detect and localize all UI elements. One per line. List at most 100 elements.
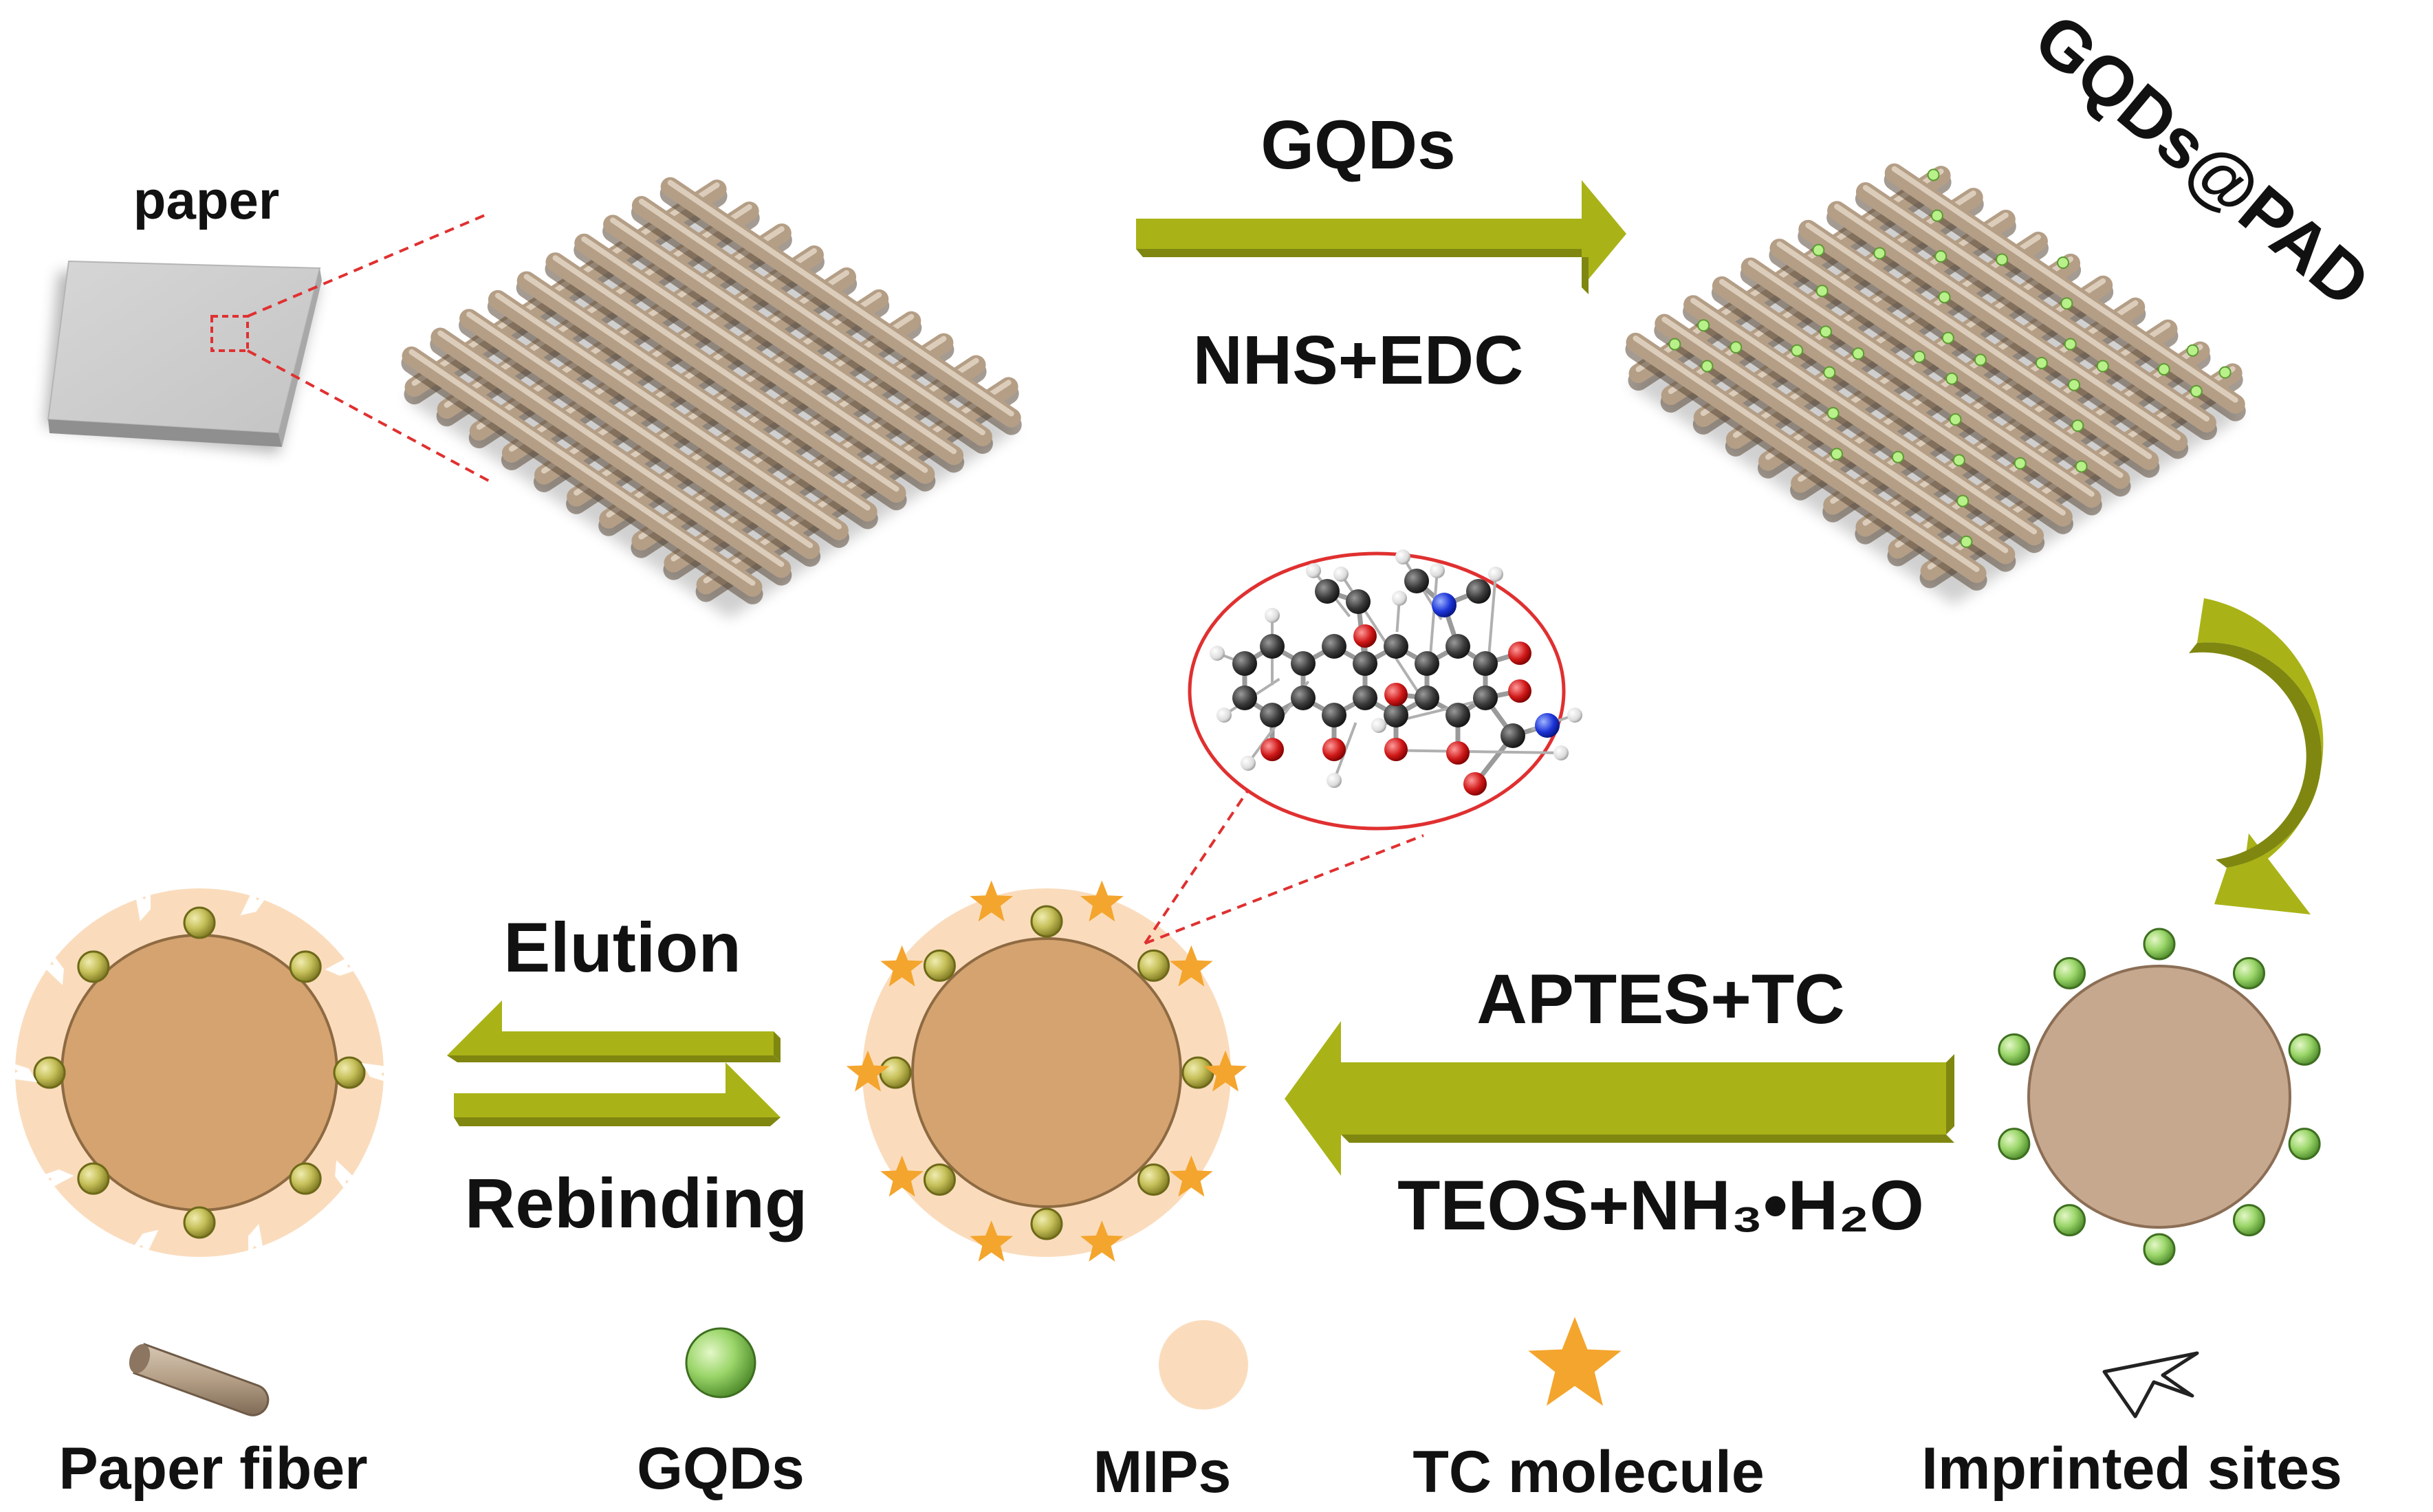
gqd-sphere [289, 1162, 322, 1195]
gqd-dot [1891, 450, 1904, 463]
eluted-mip-particle [7, 886, 392, 1260]
gqds-pad-mesh [1625, 163, 2246, 605]
molecule-zoom-line-b [1144, 834, 1424, 945]
star-icon [1528, 1317, 1622, 1406]
fiber-column [1655, 314, 2016, 565]
curved-arrow [2189, 598, 2324, 914]
aptes-tc-label: APTES+TC [1476, 960, 1845, 1038]
gqd-sphere [289, 950, 322, 983]
fiber-column [1798, 219, 2159, 470]
gqd-dot [2096, 360, 2109, 373]
paper-label: paper [133, 170, 279, 230]
oxygen-atom [1446, 741, 1470, 765]
imprinted-site [40, 950, 64, 985]
molecule-h-bond [1428, 570, 1439, 660]
fiber-column [516, 271, 877, 522]
molecule-h-bond [1401, 749, 1562, 754]
gqd-dot [2186, 344, 2199, 357]
carbon-atom [1353, 686, 1377, 710]
gqd-sphere [333, 1056, 366, 1089]
fiber-column-highlight [494, 292, 842, 529]
oxygen-atom [1322, 738, 1346, 761]
carbon-atom [1260, 703, 1285, 727]
fiber-column [430, 327, 792, 578]
gqd-dot [2075, 460, 2088, 473]
gqd-dot [1701, 360, 1714, 373]
gqd-sphere [1181, 1056, 1214, 1089]
hydrogen-atom [1333, 567, 1349, 582]
gqd-sphere [1137, 1163, 1170, 1196]
paper-sheet [45, 260, 322, 454]
gqd-dot [2157, 363, 2170, 376]
carbon-atom [1315, 579, 1340, 604]
aptes-arrow [1285, 1021, 1954, 1176]
hydrogen-atom [1553, 745, 1569, 760]
gqd-dot [1945, 372, 1959, 385]
carbon-atom [1232, 651, 1257, 676]
gqd-dot [1815, 285, 1829, 298]
fiber-column-highlight [1805, 222, 2152, 459]
carbon-atom [1232, 686, 1257, 710]
fiber-column [660, 177, 1021, 428]
gqd-dot [2071, 419, 2084, 432]
gqd-sphere [77, 950, 110, 983]
gqd-dot [2035, 356, 2048, 369]
gqd-sphere [2288, 1033, 2321, 1066]
fiber-column-highlight [523, 274, 871, 511]
fiber-column-highlight [1690, 298, 2038, 535]
gqd-sphere [2288, 1128, 2321, 1161]
oxygen-atom [1508, 642, 1531, 665]
legend-label-imprinted-sites: Imprinted sites [1921, 1436, 2342, 1502]
gqd-sphere-icon [685, 1327, 756, 1399]
elution-arrow [447, 1000, 781, 1062]
gqd-dot [1930, 209, 1943, 222]
gqd-dot [1820, 325, 1832, 338]
legend-label-paper-fiber: Paper fiber [58, 1436, 367, 1502]
carbon-atom [1322, 703, 1346, 727]
teos-label: TEOS+NH₃•H₂O [1397, 1166, 1924, 1245]
fiber-column [603, 215, 964, 465]
gqd-dot [1830, 448, 1843, 461]
hydrogen-atom [1488, 567, 1503, 582]
carbon-atom [1384, 634, 1408, 659]
gqd-dot [2014, 457, 2027, 470]
gqd-sphere [1998, 1128, 2031, 1161]
fiber-column-highlight [1633, 335, 1980, 572]
gqd-dot [1826, 406, 1840, 419]
fiber-column-highlight [1776, 241, 2124, 479]
oxygen-atom [1261, 738, 1284, 761]
gqds-reagent-label: GQDs [1261, 107, 1455, 184]
gqd-sphere [923, 1163, 956, 1196]
carbon-atom [1346, 589, 1371, 614]
gqd-sphere [77, 1162, 110, 1195]
oxygen-atom [1508, 679, 1531, 703]
oxygen-atom [1353, 624, 1377, 648]
elution-label: Elution [503, 908, 741, 987]
gqd-dot [1941, 331, 1954, 344]
gqd-dot [1927, 168, 1940, 182]
imprinted-site [248, 1224, 265, 1260]
carbon-atom [1404, 569, 1429, 593]
carbon-atom [1291, 686, 1316, 710]
gqd-dot [1697, 319, 1710, 332]
carbon-atom [1473, 686, 1498, 710]
gqd-dot [1791, 344, 1804, 357]
hydrogen-atom [1327, 773, 1342, 788]
fiber-column-highlight [1719, 278, 2066, 516]
hydrogen-atom [1567, 708, 1582, 723]
gqd-sphere [2053, 956, 2086, 989]
hydrogen-atom [1430, 563, 1445, 578]
rebinding-arrow [454, 1062, 781, 1126]
hydrogen-atom [1265, 608, 1280, 623]
fiber-column-highlight [1747, 260, 2095, 497]
fiber-column-highlight [466, 311, 814, 549]
hydrogen-atom [1395, 549, 1410, 565]
hydrogen-atom [1392, 591, 1407, 606]
gqd-dot [1730, 341, 1743, 354]
gqd-sphere [923, 949, 956, 982]
gqd-dot [2064, 338, 2077, 351]
carbon-atom [1384, 703, 1408, 727]
mip-with-tc-particle [846, 880, 1247, 1262]
fiber-column-highlight [1891, 166, 2238, 403]
gqd-sphere [1998, 1033, 2031, 1066]
